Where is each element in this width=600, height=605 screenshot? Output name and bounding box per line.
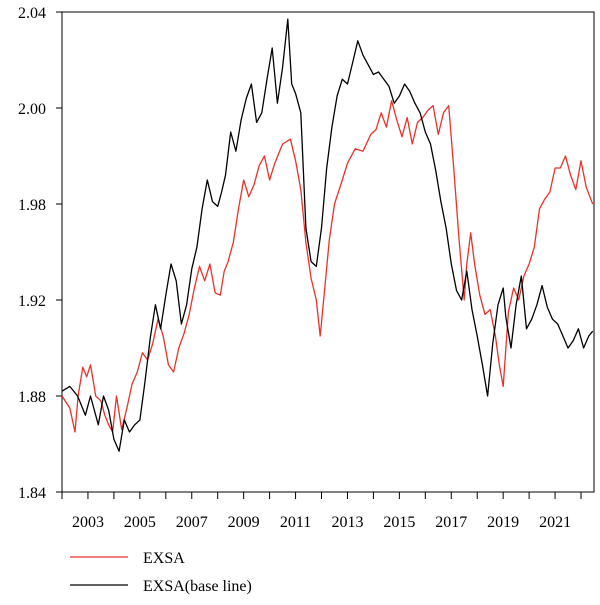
x-tick-label: 2017 [435, 514, 467, 531]
x-tick-label: 2005 [124, 514, 156, 531]
series-line-exsa-base-line [61, 18, 594, 452]
legend-label: EXSA [143, 550, 185, 567]
y-tick-label: 2.00 [18, 101, 46, 118]
x-axis: 2003 2005 2007 2009 2011 2013 2015 2017 2019 2021 [61, 492, 582, 531]
x-tick-label: 2011 [280, 514, 311, 531]
plot-frame [61, 11, 595, 493]
y-axis: 1.84 1.88 1.92 1.98 2.00 2.04 [18, 5, 62, 502]
x-tick-label: 2021 [539, 514, 571, 531]
x-tick-label: 2007 [176, 514, 208, 531]
series-layer [61, 18, 594, 452]
x-tick-label: 2013 [331, 514, 363, 531]
legend: EXSA EXSA(base line) [70, 550, 252, 595]
x-tick-label: 2003 [72, 514, 104, 531]
series-line-exsa [61, 100, 594, 433]
x-tick-label: 2009 [228, 514, 260, 531]
y-tick-label: 1.92 [18, 293, 46, 310]
y-tick-label: 1.98 [18, 197, 46, 214]
x-tick-label: 2015 [383, 514, 415, 531]
y-tick-label: 2.04 [18, 5, 46, 22]
y-tick-label: 1.88 [18, 389, 46, 406]
x-tick-label: 2019 [487, 514, 519, 531]
legend-label: EXSA(base line) [143, 578, 252, 595]
y-tick-label: 1.84 [18, 485, 46, 502]
